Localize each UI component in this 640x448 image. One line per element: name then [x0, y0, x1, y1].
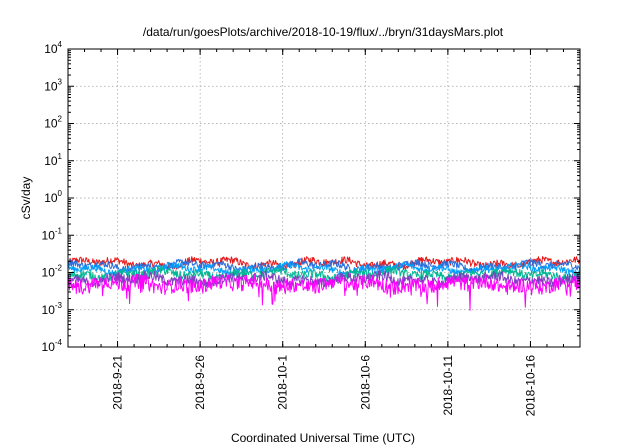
x-tick-label: 2018-10-6: [358, 355, 372, 410]
y-tick-label: 10-2: [42, 264, 63, 280]
x-tick-label: 2018-10-1: [276, 355, 290, 410]
y-tick-label: 104: [44, 40, 62, 56]
y-tick-label: 10-4: [42, 338, 63, 354]
axis-ticks: [67, 48, 581, 348]
x-tick-labels: 2018-9-21 2018-9-26 2018-10-1 2018-10-6 2018…: [111, 355, 538, 417]
series-line-4: [67, 265, 581, 283]
y-tick-label: 10-1: [42, 226, 63, 242]
y-tick-label: 100: [44, 189, 62, 205]
series-line-6: [67, 273, 581, 311]
chart-title: /data/run/goesPlots/archive/2018-10-19/f…: [143, 25, 504, 39]
grid-lines: [68, 49, 580, 347]
y-tick-labels: 10-4 10-3 10-2 10-1 100 101 102 103 104: [42, 40, 63, 354]
y-tick-label: 102: [44, 115, 62, 131]
data-series: [67, 256, 581, 311]
x-tick-label: 2018-9-21: [111, 355, 125, 410]
x-axis-label: Coordinated Universal Time (UTC): [231, 431, 415, 445]
x-tick-label: 2018-10-11: [441, 355, 455, 416]
y-tick-label: 101: [44, 152, 62, 168]
y-tick-label: 103: [44, 77, 62, 93]
x-tick-label: 2018-9-26: [193, 355, 207, 410]
y-axis-label: cSv/day: [19, 177, 33, 220]
y-tick-label: 10-3: [42, 301, 63, 317]
x-tick-label: 2018-10-16: [523, 355, 537, 417]
